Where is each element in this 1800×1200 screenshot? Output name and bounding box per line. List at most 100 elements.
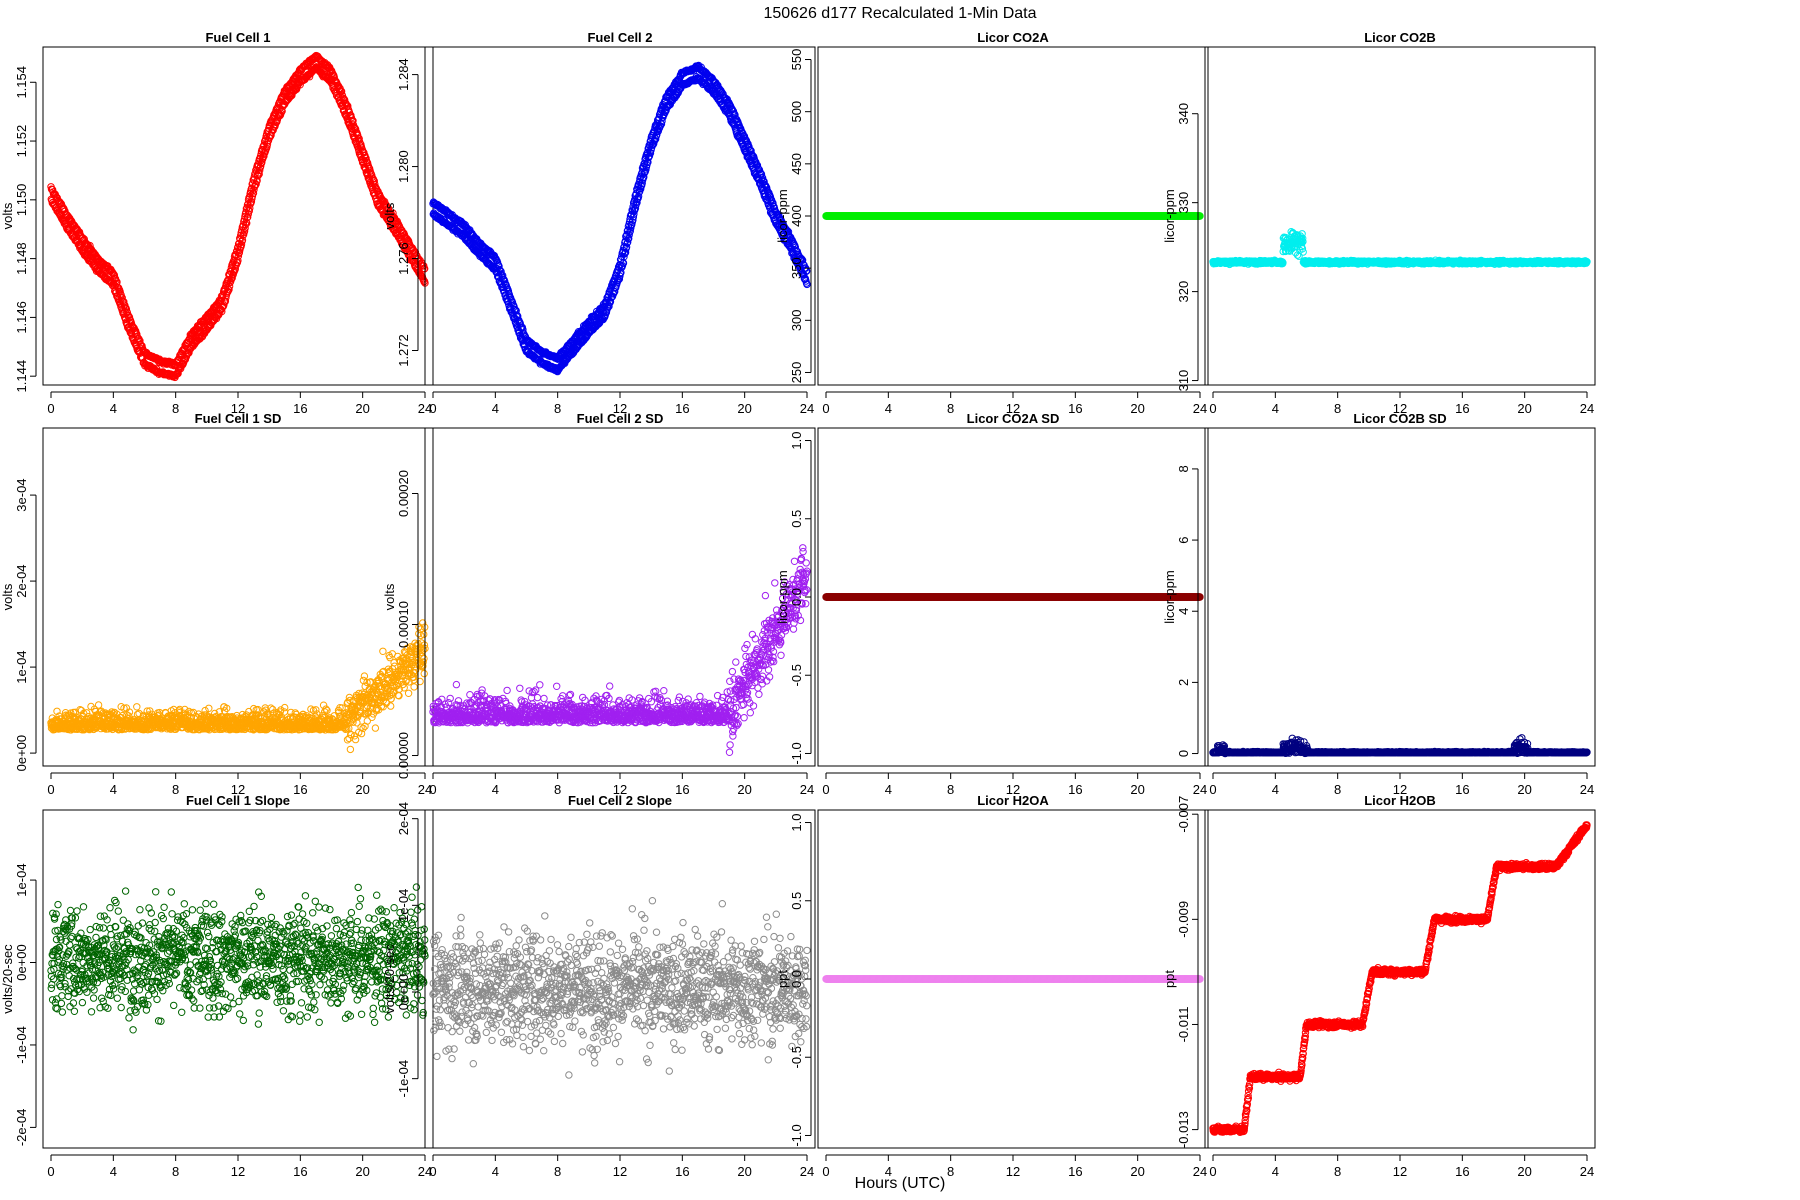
data-point — [605, 302, 613, 311]
x-tick-label: 24 — [800, 401, 814, 416]
x-tick-label: 20 — [355, 401, 369, 416]
plot-frame — [1204, 46, 1596, 386]
y-tick-label: 500 — [789, 101, 804, 123]
y-axis-label: volts — [382, 202, 397, 229]
data-point — [411, 248, 420, 257]
data-point — [626, 227, 634, 235]
x-axis: 0 4 8 12 16 20 24 — [822, 391, 1207, 416]
y-tick-label: 300 — [789, 309, 804, 331]
data-point — [793, 247, 802, 256]
data-point — [109, 279, 118, 287]
data-point — [773, 210, 782, 218]
figure-title: 150626 d177 Recalculated 1-Min Data — [763, 5, 1036, 22]
y-axis-label: licor-ppm — [775, 189, 790, 242]
data-point — [803, 280, 811, 289]
data-point — [254, 172, 262, 180]
data-point — [622, 243, 631, 251]
data-point — [624, 238, 632, 246]
y-tick-label: 250 — [789, 362, 804, 384]
data-point — [769, 199, 777, 207]
data-point — [1196, 212, 1204, 220]
y-tick-label: 1.148 — [14, 242, 29, 275]
y-tick-label: 1.150 — [14, 184, 29, 217]
points — [822, 212, 1204, 220]
x-tick-label: 16 — [1068, 401, 1082, 416]
y-tick-label: 1.146 — [14, 301, 29, 334]
x-tick-label: 8 — [554, 401, 561, 416]
x-tick-label: 24 — [1193, 401, 1207, 416]
data-point — [620, 253, 628, 261]
x-tick-label: 12 — [1006, 401, 1020, 416]
x-tick-label: 24 — [418, 401, 432, 416]
data-point — [220, 301, 228, 309]
data-point — [337, 87, 346, 96]
y-axis-label: volts — [0, 202, 15, 229]
data-point — [652, 135, 660, 143]
data-point — [112, 277, 120, 285]
y-tick-label: 350 — [789, 257, 804, 279]
data-point — [278, 107, 286, 115]
x-tick-label: 12 — [613, 401, 627, 416]
data-point — [389, 209, 397, 217]
data-point — [348, 125, 356, 133]
panel-fc1: Fuel Cell 10 4 8 12 16 20 241.1441.1461.1481.1… — [0, 30, 434, 416]
plot-frame — [42, 46, 434, 386]
x-tick-label: 4 — [492, 401, 499, 416]
data-point — [225, 285, 233, 294]
data-point — [791, 243, 799, 252]
plot-frame — [817, 46, 1209, 386]
y-tick-label: 550 — [789, 49, 804, 71]
data-point — [125, 313, 134, 321]
x-tick-label: 12 — [231, 401, 245, 416]
data-point — [247, 198, 256, 206]
data-point — [640, 173, 648, 181]
x-axis-label: Hours (UTC) — [855, 1175, 946, 1192]
data-point — [267, 131, 275, 139]
data-point — [1299, 234, 1307, 243]
data-point — [1293, 251, 1302, 259]
panel-title: Licor CO2A — [977, 30, 1049, 45]
y-tick-label: 1.284 — [396, 58, 411, 91]
data-point — [86, 241, 94, 250]
data-point — [731, 111, 739, 119]
data-point — [634, 192, 643, 201]
x-tick-label: 0 — [47, 401, 54, 416]
x-tick-label: 8 — [947, 401, 954, 416]
x-tick-label: 0 — [429, 401, 436, 416]
data-point — [238, 236, 247, 244]
data-point — [745, 142, 753, 151]
y-tick-label: 1.144 — [14, 360, 29, 393]
panel-fc2: Fuel Cell 20 4 8 12 16 20 241.2721.2761.2801.2… — [382, 30, 816, 416]
x-tick-label: 4 — [110, 401, 117, 416]
data-point — [118, 294, 126, 302]
points — [47, 51, 429, 382]
data-point — [495, 265, 504, 274]
x-axis: 0 4 8 12 16 20 24 — [47, 391, 432, 416]
panel-title: Licor CO2B — [1364, 30, 1436, 45]
panel-title: Fuel Cell 2 — [587, 30, 652, 45]
x-tick-label: 8 — [172, 401, 179, 416]
data-point — [798, 256, 807, 264]
data-point — [642, 166, 650, 174]
data-point — [122, 305, 131, 313]
data-point — [646, 149, 655, 157]
y-tick-label: 1.272 — [396, 334, 411, 367]
data-point — [1299, 248, 1307, 256]
x-tick-label: 0 — [822, 401, 829, 416]
x-tick-label: 20 — [737, 401, 751, 416]
y-tick-label: 450 — [789, 153, 804, 175]
data-point — [1298, 230, 1306, 238]
data-point — [341, 96, 349, 104]
y-tick-label: 1.152 — [14, 125, 29, 158]
panel-grid: Fuel Cell 10 4 8 12 16 20 241.1441.1461.1481.1… — [0, 30, 1596, 1179]
data-point — [260, 152, 268, 161]
points — [1209, 228, 1591, 269]
x-tick-label: 4 — [885, 401, 892, 416]
data-point — [625, 231, 633, 239]
